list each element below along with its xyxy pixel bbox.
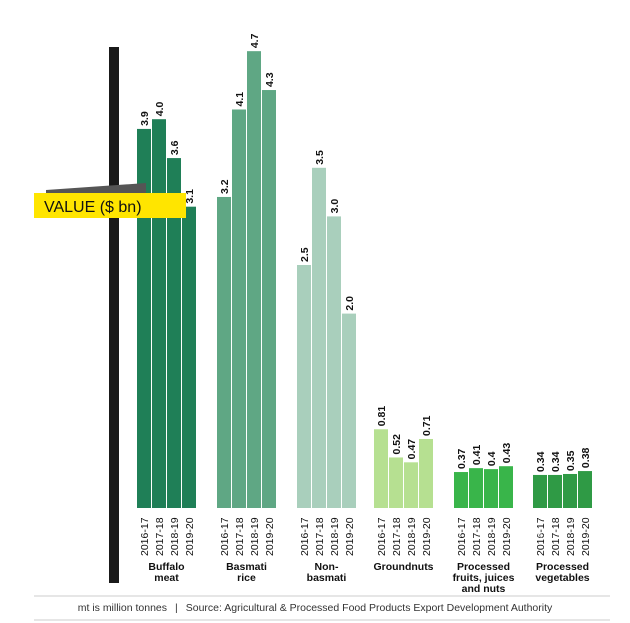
bar-processed-fruits-juices-and-nuts-2017-18 bbox=[469, 468, 483, 508]
bar-processed-fruits-juices-and-nuts-2018-19 bbox=[484, 469, 498, 508]
bar-groundnuts-2018-19 bbox=[404, 462, 418, 508]
year-label-processed-vegetables-2019-20: 2019-20 bbox=[580, 517, 592, 556]
bar-buffalo-meat-2016-17 bbox=[137, 128, 151, 509]
legend-box bbox=[34, 193, 186, 218]
year-label-groundnuts-2018-19: 2018-19 bbox=[406, 517, 418, 556]
year-label-basmati-rice-2019-20: 2019-20 bbox=[264, 517, 276, 556]
category-label-buffalo-meat-line-1: Buffalo bbox=[148, 561, 184, 573]
year-label-processed-fruits-juices-and-nuts-2016-17: 2016-17 bbox=[456, 517, 468, 556]
footer-separator: | bbox=[175, 602, 178, 614]
footer-source: Source: Agricultural & Processed Food Pr… bbox=[185, 602, 553, 614]
bar-basmati-rice-2017-18 bbox=[232, 109, 246, 508]
bar-groundnuts-2019-20 bbox=[419, 438, 433, 508]
bar-buffalo-meat-2018-19 bbox=[167, 158, 181, 508]
data-label-groundnuts-2018-19: 0.47 bbox=[406, 439, 418, 460]
bar-basmati-rice-2018-19 bbox=[247, 51, 261, 508]
year-label-buffalo-meat-2017-18: 2017-18 bbox=[154, 517, 166, 556]
data-label-processed-fruits-juices-and-nuts-2017-18: 0.41 bbox=[471, 445, 483, 466]
data-label-processed-fruits-juices-and-nuts-2018-19: 0.4 bbox=[486, 451, 498, 466]
footer: mt is million tonnes | Source: Agricultura… bbox=[0, 602, 630, 614]
value-axis-bar bbox=[109, 47, 119, 583]
bar-groundnuts-2017-18 bbox=[389, 457, 403, 508]
bar-buffalo-meat-2019-20 bbox=[182, 206, 196, 508]
bar-non-basmati-2016-17 bbox=[297, 265, 311, 508]
year-label-processed-fruits-juices-and-nuts-2017-18: 2017-18 bbox=[471, 517, 483, 556]
bar-processed-fruits-juices-and-nuts-2019-20 bbox=[499, 466, 513, 508]
year-label-groundnuts-2017-18: 2017-18 bbox=[391, 517, 403, 556]
year-label-non-basmati-2018-19: 2018-19 bbox=[329, 517, 341, 556]
data-label-basmati-rice-2017-18: 4.1 bbox=[234, 92, 246, 107]
year-label-groundnuts-2019-20: 2019-20 bbox=[421, 517, 433, 556]
bar-processed-vegetables-2016-17 bbox=[533, 474, 547, 508]
data-label-non-basmati-2017-18: 3.5 bbox=[314, 150, 326, 165]
data-label-processed-fruits-juices-and-nuts-2016-17: 0.37 bbox=[456, 448, 468, 469]
bar-basmati-rice-2016-17 bbox=[217, 196, 231, 508]
data-label-processed-vegetables-2016-17: 0.34 bbox=[535, 451, 547, 472]
year-label-processed-fruits-juices-and-nuts-2019-20: 2019-20 bbox=[501, 517, 513, 556]
year-label-buffalo-meat-2018-19: 2018-19 bbox=[169, 517, 181, 556]
year-label-non-basmati-2016-17: 2016-17 bbox=[299, 517, 311, 556]
data-label-basmati-rice-2018-19: 4.7 bbox=[249, 33, 261, 48]
category-label-processed-fruits-juices-and-nuts-line-2: fruits, juices bbox=[453, 572, 515, 584]
year-label-processed-vegetables-2018-19: 2018-19 bbox=[565, 517, 577, 556]
year-label-processed-fruits-juices-and-nuts-2018-19: 2018-19 bbox=[486, 517, 498, 556]
data-label-buffalo-meat-2017-18: 4.0 bbox=[154, 101, 166, 116]
year-label-processed-vegetables-2016-17: 2016-17 bbox=[535, 517, 547, 556]
data-label-processed-fruits-juices-and-nuts-2019-20: 0.43 bbox=[501, 443, 513, 464]
bar-processed-fruits-juices-and-nuts-2016-17 bbox=[454, 472, 468, 508]
category-label-processed-fruits-juices-and-nuts-line-1: Processed bbox=[457, 561, 510, 573]
bar-processed-vegetables-2018-19 bbox=[563, 473, 577, 508]
category-label-buffalo-meat-line-2: meat bbox=[154, 572, 179, 584]
data-label-non-basmati-2019-20: 2.0 bbox=[344, 296, 356, 311]
year-label-processed-vegetables-2017-18: 2017-18 bbox=[550, 517, 562, 556]
data-label-groundnuts-2019-20: 0.71 bbox=[421, 415, 433, 436]
year-label-basmati-rice-2018-19: 2018-19 bbox=[249, 517, 261, 556]
footer-note: mt is million tonnes bbox=[77, 602, 168, 614]
bar-buffalo-meat-2017-18 bbox=[152, 119, 166, 508]
data-label-processed-vegetables-2018-19: 0.35 bbox=[565, 450, 577, 471]
category-label-processed-vegetables-line-2: vegetables bbox=[535, 572, 589, 584]
data-label-basmati-rice-2019-20: 4.3 bbox=[264, 72, 276, 87]
category-label-groundnuts-line-1: Groundnuts bbox=[373, 561, 433, 573]
year-label-buffalo-meat-2016-17: 2016-17 bbox=[139, 517, 151, 556]
category-label-processed-vegetables-line-1: Processed bbox=[536, 561, 589, 573]
category-label-basmati-rice-line-2: rice bbox=[237, 572, 256, 584]
year-label-non-basmati-2017-18: 2017-18 bbox=[314, 517, 326, 556]
data-label-buffalo-meat-2019-20: 3.1 bbox=[184, 189, 196, 204]
data-label-buffalo-meat-2016-17: 3.9 bbox=[139, 111, 151, 126]
bar-basmati-rice-2019-20 bbox=[262, 90, 276, 508]
bar-groundnuts-2016-17 bbox=[374, 429, 388, 508]
category-label-non-basmati-line-1: Non- bbox=[315, 561, 339, 573]
year-label-buffalo-meat-2019-20: 2019-20 bbox=[184, 517, 196, 556]
data-label-processed-vegetables-2017-18: 0.34 bbox=[550, 451, 562, 472]
year-label-basmati-rice-2016-17: 2016-17 bbox=[219, 517, 231, 556]
bar-non-basmati-2018-19 bbox=[327, 216, 341, 508]
bar-processed-vegetables-2019-20 bbox=[578, 471, 592, 508]
bar-processed-vegetables-2017-18 bbox=[548, 474, 562, 508]
category-label-non-basmati-line-2: basmati bbox=[307, 572, 347, 584]
bar-non-basmati-2019-20 bbox=[342, 313, 356, 508]
data-label-non-basmati-2018-19: 3.0 bbox=[329, 199, 341, 214]
data-label-groundnuts-2016-17: 0.81 bbox=[376, 406, 388, 427]
category-label-processed-fruits-juices-and-nuts-line-3: and nuts bbox=[462, 583, 506, 595]
year-label-groundnuts-2016-17: 2016-17 bbox=[376, 517, 388, 556]
legend-label: VALUE ($ bn) bbox=[44, 199, 142, 216]
data-label-basmati-rice-2016-17: 3.2 bbox=[219, 179, 231, 194]
watermark: BCCL bbox=[518, 532, 546, 543]
bar-non-basmati-2017-18 bbox=[312, 167, 326, 509]
category-label-basmati-rice-line-1: Basmati bbox=[226, 561, 267, 573]
data-label-buffalo-meat-2018-19: 3.6 bbox=[169, 140, 181, 155]
year-label-basmati-rice-2017-18: 2017-18 bbox=[234, 517, 246, 556]
data-label-processed-vegetables-2019-20: 0.38 bbox=[580, 447, 592, 468]
year-label-non-basmati-2019-20: 2019-20 bbox=[344, 517, 356, 556]
data-label-non-basmati-2016-17: 2.5 bbox=[299, 247, 311, 262]
data-label-groundnuts-2017-18: 0.52 bbox=[391, 434, 403, 455]
